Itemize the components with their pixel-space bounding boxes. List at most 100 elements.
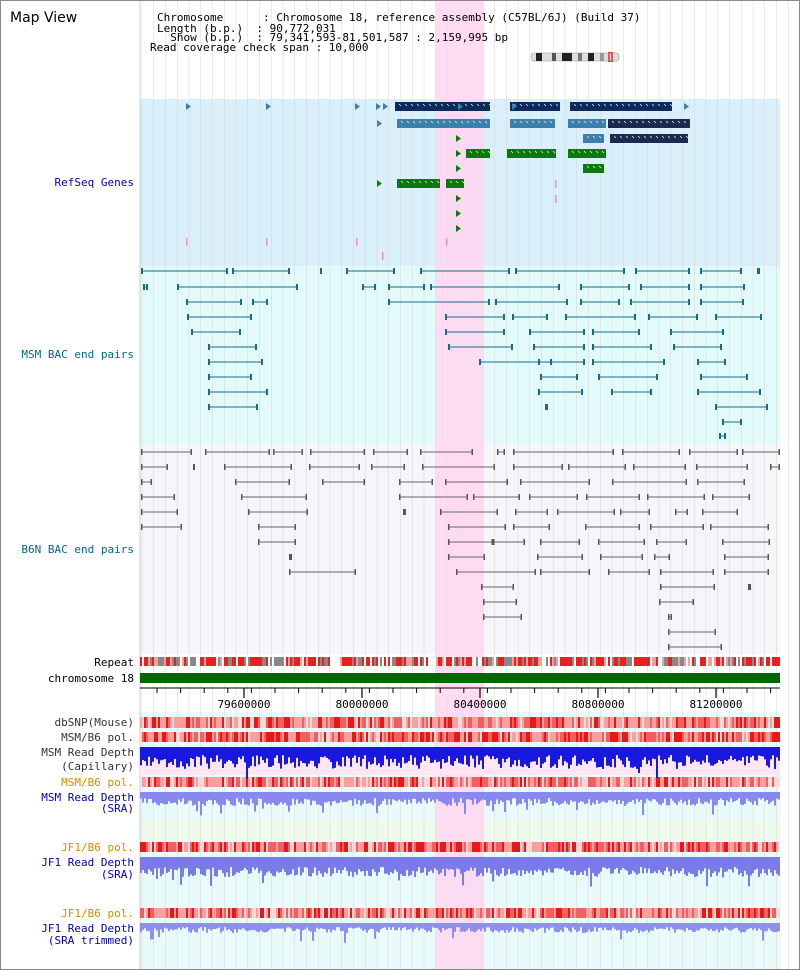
dbsnp-strip — [190, 717, 192, 728]
jf1-trim-depth-bar — [366, 923, 368, 933]
jf1-pol-strip — [242, 908, 244, 918]
track-label-jf1-depth[interactable]: JF1 Read Depth — [41, 856, 134, 869]
msm-pol-strip — [656, 732, 658, 742]
track-label-jf1-pol-2[interactable]: JF1/B6 pol. — [61, 907, 134, 920]
gene-strand-mark — [651, 103, 655, 107]
track-label-msm-pol-1[interactable]: MSM/B6 pol. — [61, 731, 134, 744]
jf1-pol-strip — [706, 842, 708, 852]
repeat-segment — [260, 657, 262, 666]
msm-depth-sra-bar — [320, 792, 322, 806]
jf1-pol-strip — [264, 842, 266, 852]
msm-depth-sra-bar — [444, 792, 446, 805]
gene-strand-mark — [627, 103, 631, 107]
jf1-pol-strip — [476, 908, 478, 918]
msm-bac-end — [634, 314, 636, 320]
jf1-pol-strip — [750, 908, 752, 918]
chromosome-ideogram[interactable] — [530, 52, 620, 62]
track-label-b6n-bac[interactable]: B6N BAC end pairs — [21, 543, 134, 556]
msm-depth-sra-bar — [418, 792, 420, 802]
track-label-msm-depth-cap[interactable]: MSM Read Depth — [41, 746, 134, 759]
msm-bac-end — [580, 299, 582, 305]
msm-pol-strip — [572, 732, 574, 742]
jf1-depth-bar — [774, 857, 776, 871]
msm-depth-cap-bar — [184, 747, 186, 769]
jf1-pol-strip — [334, 908, 336, 918]
msm-pol-strip — [192, 777, 194, 787]
msm-pol-strip — [204, 732, 206, 742]
msm-pol-strip — [686, 732, 688, 742]
msm-depth-sra-bar — [434, 792, 436, 803]
jf1-trim-depth-bar — [666, 923, 668, 928]
show-range-info: Show (b.p.) : 79,341,593-81,501,587 : 2,… — [157, 31, 508, 44]
msm-depth-cap-bar — [476, 747, 478, 756]
jf1-depth-bar — [496, 857, 498, 875]
track-label-msm-pol-2[interactable]: MSM/B6 pol. — [61, 776, 134, 789]
track-label-refseq[interactable]: RefSeq Genes — [54, 176, 134, 189]
msm-depth-sra-bar — [466, 792, 468, 800]
jf1-pol-strip — [704, 908, 706, 918]
gene-strand-mark — [609, 103, 613, 107]
jf1-depth-bar — [502, 857, 504, 869]
msm-depth-sra-bar — [552, 792, 554, 806]
jf1-pol-strip — [328, 842, 330, 852]
track-label-chromosome[interactable]: chromosome 18 — [47, 672, 134, 685]
msm-depth-cap-bar — [340, 747, 342, 767]
dbsnp-strip — [506, 717, 508, 728]
msm-depth-sra-bar — [744, 792, 746, 804]
jf1-trim-depth-bar — [270, 923, 272, 929]
jf1-trim-depth-bar — [562, 923, 564, 932]
track-label-jf1-pol-1[interactable]: JF1/B6 pol. — [61, 841, 134, 854]
jf1-pol-strip — [316, 908, 318, 918]
dbsnp-strip — [150, 717, 152, 728]
dbsnp-strip — [662, 717, 664, 728]
repeat-segment — [186, 657, 188, 666]
jf1-depth-bar — [512, 857, 514, 874]
track-label-repeat[interactable]: Repeat — [94, 656, 134, 669]
msm-depth-cap-bar — [168, 747, 170, 764]
msm-depth-sra-bar — [740, 792, 742, 805]
track-label-dbsnp[interactable]: dbSNP(Mouse) — [54, 716, 134, 729]
msm-pol-strip — [708, 732, 710, 742]
jf1-pol-strip — [468, 842, 470, 852]
jf1-trim-depth-bar — [560, 923, 562, 931]
jf1-depth-bar — [734, 857, 736, 868]
jf1-pol-strip — [272, 842, 274, 852]
jf1-trim-depth-bar — [362, 923, 364, 931]
track-label-jf1-trim[interactable]: JF1 Read Depth — [41, 922, 134, 935]
msm-pol-strip — [450, 777, 452, 787]
jf1-pol-strip — [348, 908, 350, 918]
track-label-msm-depth-sra[interactable]: MSM Read Depth — [41, 791, 134, 804]
msm-pol-strip — [700, 732, 702, 742]
msm-depth-sra-bar — [636, 792, 638, 799]
dbsnp-strip — [284, 717, 286, 728]
jf1-pol-strip — [628, 908, 630, 918]
msm-depth-sra-bar — [362, 792, 364, 804]
msm-pol-strip — [350, 732, 352, 742]
track-label-msm-bac[interactable]: MSM BAC end pairs — [21, 348, 134, 361]
msm-pol-strip — [266, 732, 268, 742]
gene-strand-mark — [592, 165, 596, 169]
msm-depth-cap-bar — [148, 747, 150, 757]
gene-strand-mark — [442, 120, 446, 124]
repeat-segment — [262, 657, 264, 666]
msm-depth-sra-bar — [728, 792, 730, 802]
msm-depth-cap-bar — [544, 747, 546, 763]
jf1-pol-strip — [218, 908, 220, 918]
msm-pol-strip — [416, 732, 418, 742]
jf1-pol-strip — [658, 908, 660, 918]
jf1-pol-strip — [448, 908, 450, 918]
jf1-pol-strip — [748, 842, 750, 852]
jf1-depth-bar — [366, 857, 368, 871]
msm-depth-cap-bar — [620, 747, 622, 761]
jf1-depth-bar — [644, 857, 646, 869]
gene-strand-mark — [475, 150, 479, 154]
dbsnp-strip — [244, 717, 246, 728]
jf1-depth-bar — [274, 857, 276, 877]
msm-pol-strip — [550, 777, 552, 787]
msm-bac-end — [638, 329, 640, 335]
jf1-pol-strip — [382, 842, 384, 852]
msm-depth-sra-bar — [296, 792, 298, 800]
msm-pol-strip — [472, 732, 474, 742]
jf1-pol-strip — [630, 908, 632, 918]
